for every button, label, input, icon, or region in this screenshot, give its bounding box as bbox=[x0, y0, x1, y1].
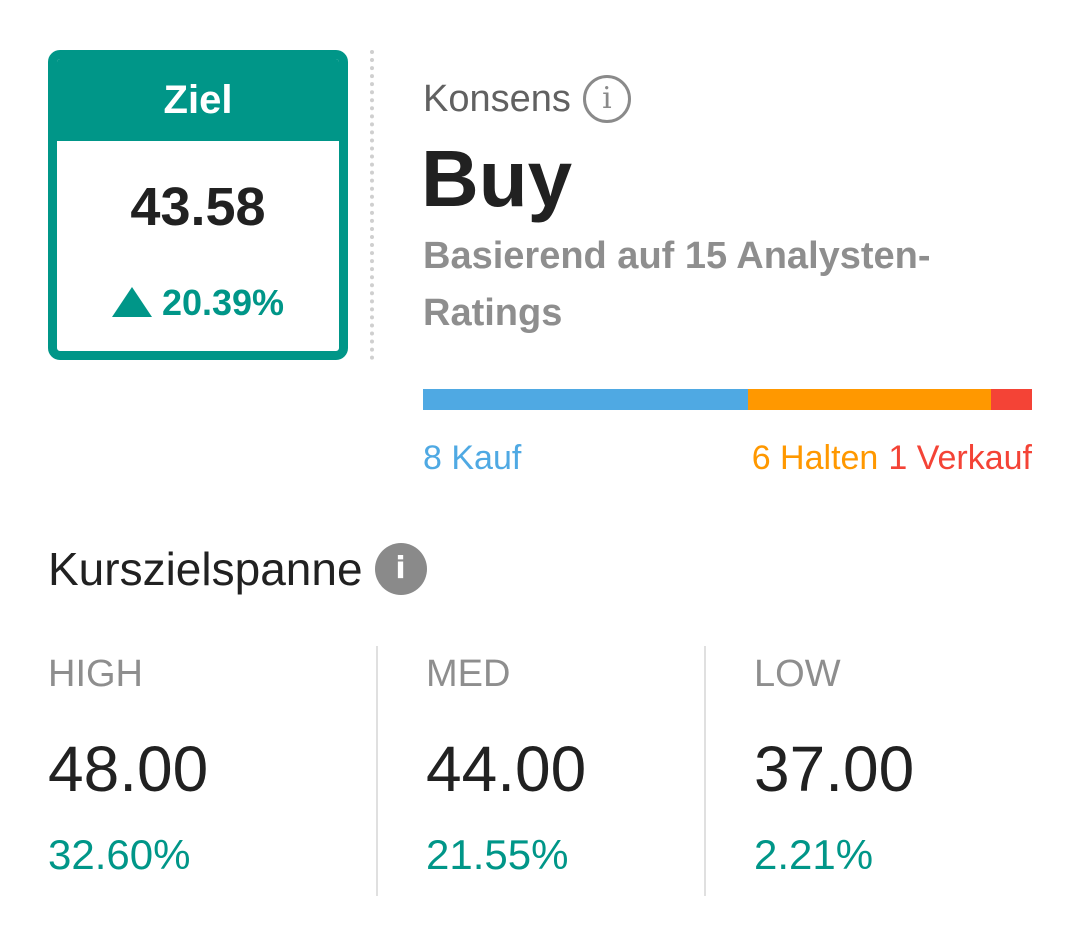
info-outline-icon[interactable]: i bbox=[582, 75, 631, 123]
column-divider bbox=[376, 646, 378, 896]
price-range-high-value: 48.00 bbox=[48, 733, 209, 805]
rating-buy-label: 8 Kauf bbox=[423, 439, 522, 477]
consensus-value: Buy bbox=[421, 134, 573, 223]
rating-bar-hold-segment bbox=[747, 389, 992, 410]
price-range-high-label: HIGH bbox=[48, 653, 143, 695]
price-target-header: Ziel bbox=[57, 59, 339, 141]
price-target-card: Ziel 43.58 20.39% bbox=[48, 50, 348, 360]
rating-bar-sell-segment bbox=[991, 389, 1032, 410]
price-range-med-change: 21.55% bbox=[426, 831, 569, 878]
rating-sell-label: 1 Verkauf bbox=[888, 439, 1032, 477]
column-divider bbox=[704, 646, 706, 896]
price-range-low-value: 37.00 bbox=[754, 733, 915, 805]
consensus-label: Konsens bbox=[423, 77, 571, 120]
price-range-low-label: LOW bbox=[754, 653, 841, 695]
price-range-med-value: 44.00 bbox=[426, 733, 587, 805]
price-range-title-row: Kurszielspanne i bbox=[48, 536, 427, 602]
price-target-value: 43.58 bbox=[130, 177, 266, 237]
rating-bar-buy-segment bbox=[423, 389, 748, 410]
price-target-change-percent: 20.39% bbox=[161, 282, 285, 323]
rating-hold-label: 6 Halten bbox=[751, 439, 879, 477]
price-range-title: Kurszielspanne bbox=[48, 543, 363, 595]
consensus-basis-text: Basierend auf 15 Analysten-Ratings bbox=[423, 235, 931, 334]
price-target-change: 20.39% bbox=[57, 281, 339, 325]
price-range-low-column: LOW 37.00 2.21% bbox=[754, 650, 914, 880]
rating-labels: 8 Kauf 6 Halten 1 Verkauf bbox=[423, 436, 1032, 480]
price-range-high-change: 32.60% bbox=[48, 831, 191, 878]
dotted-divider bbox=[370, 50, 374, 360]
price-range-med-column: MED 44.00 21.55% bbox=[426, 650, 586, 880]
consensus-label-row: Konsens i bbox=[423, 72, 631, 126]
price-range-high-column: HIGH 48.00 32.60% bbox=[48, 650, 208, 880]
info-filled-icon[interactable]: i bbox=[374, 543, 427, 595]
triangle-up-icon bbox=[111, 287, 152, 317]
price-range-med-label: MED bbox=[426, 653, 511, 695]
price-range-low-change: 2.21% bbox=[754, 831, 874, 878]
rating-right-labels: 6 Halten 1 Verkauf bbox=[752, 436, 1032, 480]
rating-distribution-bar bbox=[423, 389, 1032, 410]
